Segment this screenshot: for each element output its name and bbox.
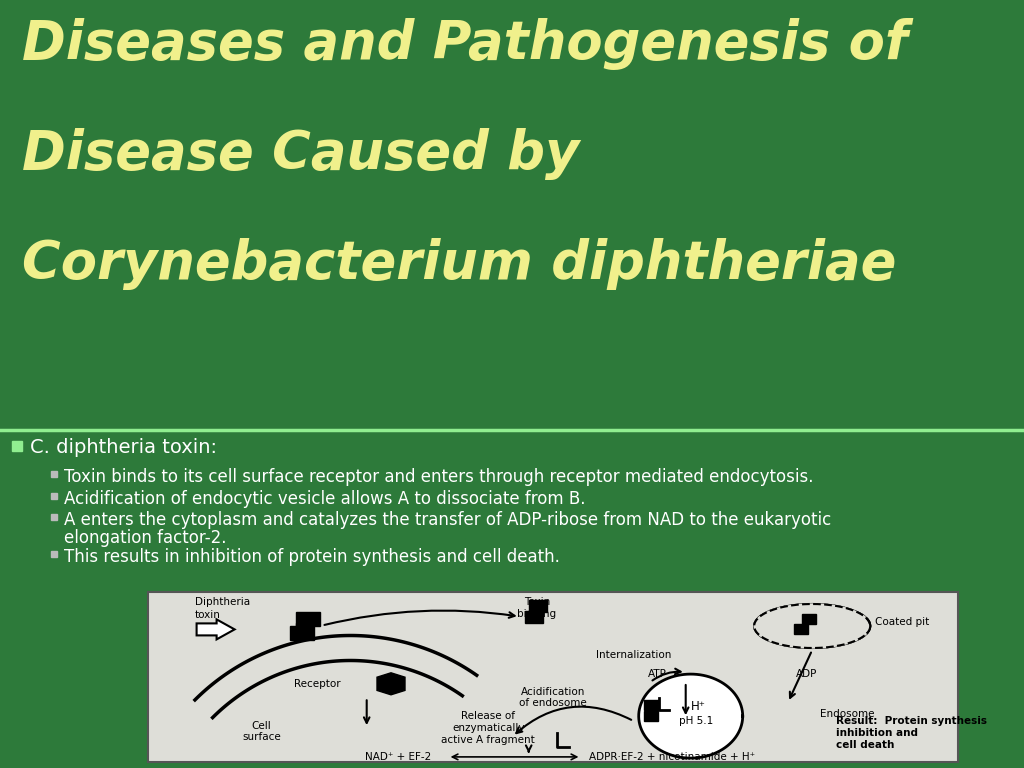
Text: Acidification
of endosome: Acidification of endosome [519, 687, 587, 708]
Polygon shape [197, 620, 234, 640]
Text: C. diphtheria toxin:: C. diphtheria toxin: [30, 438, 217, 457]
Bar [802, 614, 816, 624]
Text: Receptor: Receptor [294, 679, 340, 689]
Bar [296, 611, 319, 626]
Bar [524, 611, 543, 623]
Polygon shape [639, 674, 742, 758]
Text: NAD⁺ + EF-2: NAD⁺ + EF-2 [366, 752, 431, 762]
Text: Toxin binds to its cell surface receptor and enters through receptor mediated en: Toxin binds to its cell surface receptor… [63, 468, 813, 486]
Bar [290, 626, 313, 640]
Bar [528, 610, 532, 614]
Text: pH 5.1: pH 5.1 [679, 716, 713, 726]
Bar [528, 600, 547, 611]
Text: toxin: toxin [195, 611, 220, 621]
Text: Endosome: Endosome [820, 710, 874, 720]
Text: Cell
surface: Cell surface [242, 720, 281, 742]
Text: Diseases and Pathogenesis of: Diseases and Pathogenesis of [22, 18, 908, 70]
Bar [644, 700, 657, 710]
Text: Coated pit: Coated pit [876, 617, 930, 627]
Text: Internalization: Internalization [596, 650, 672, 660]
Bar [795, 624, 808, 634]
Text: elongation factor-2.: elongation factor-2. [63, 529, 226, 547]
Text: ADPR·EF-2 + nicotinamide + H⁺: ADPR·EF-2 + nicotinamide + H⁺ [590, 752, 756, 762]
Text: Result:  Protein synthesis
inhibition and
cell death: Result: Protein synthesis inhibition and… [837, 717, 987, 750]
Text: Toxin
binding: Toxin binding [517, 597, 556, 619]
Text: Acidification of endocytic vesicle allows A to dissociate from B.: Acidification of endocytic vesicle allow… [63, 490, 586, 508]
Text: Release of
enzymatically
active A fragment: Release of enzymatically active A fragme… [441, 711, 536, 745]
Text: Corynebacterium diphtheriae: Corynebacterium diphtheriae [22, 238, 896, 290]
Text: ADP: ADP [796, 669, 817, 679]
Bar [644, 711, 657, 721]
Text: A enters the cytoplasm and catalyzes the transfer of ADP-ribose from NAD to the : A enters the cytoplasm and catalyzes the… [63, 511, 831, 529]
Text: Disease Caused by: Disease Caused by [22, 128, 580, 180]
Text: H⁺: H⁺ [691, 700, 707, 713]
Polygon shape [755, 604, 870, 648]
FancyBboxPatch shape [148, 592, 958, 762]
Polygon shape [377, 673, 406, 695]
Bar [296, 623, 300, 628]
Text: ATP: ATP [647, 669, 667, 679]
Text: Diphtheria: Diphtheria [195, 598, 250, 607]
Text: This results in inhibition of protein synthesis and cell death.: This results in inhibition of protein sy… [63, 548, 560, 566]
